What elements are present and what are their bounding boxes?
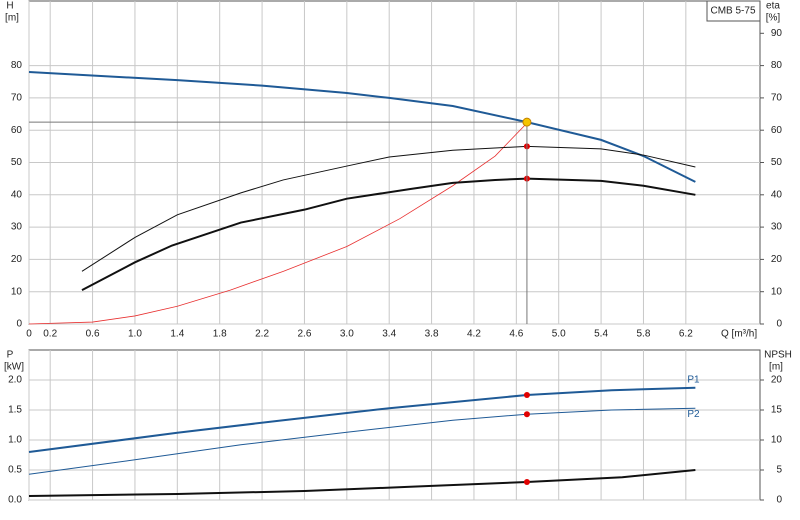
y2-axis-label: NPSH bbox=[764, 350, 792, 361]
y-tick-label: 0.5 bbox=[8, 465, 22, 476]
y-tick-label: 1.5 bbox=[8, 405, 22, 416]
x-tick-label: 2.6 bbox=[297, 329, 311, 340]
curve bbox=[28, 386, 696, 453]
y2-tick-label: 15 bbox=[771, 405, 783, 416]
curve-label: P1 bbox=[687, 374, 700, 385]
curve bbox=[81, 177, 696, 291]
y2-tick-label: 70 bbox=[771, 93, 783, 104]
y2-tick-label: 60 bbox=[771, 125, 783, 136]
x-tick-label: 0.6 bbox=[86, 329, 100, 340]
x-tick-label: 6.2 bbox=[679, 329, 693, 340]
operating-point bbox=[522, 117, 532, 127]
y-tick-label: 20 bbox=[11, 254, 23, 265]
y2-axis-unit: [m] bbox=[769, 362, 783, 373]
y2-tick-label: 50 bbox=[771, 157, 783, 168]
x-tick-label: 1.8 bbox=[213, 329, 227, 340]
x-tick-label: 3.4 bbox=[382, 329, 396, 340]
x-tick-label: 2.2 bbox=[255, 329, 269, 340]
x-tick-label: 5.4 bbox=[594, 329, 608, 340]
x-tick-label: 5.8 bbox=[637, 329, 651, 340]
y2-tick-label: 40 bbox=[771, 189, 783, 200]
y2-tick-label: 5 bbox=[776, 465, 782, 476]
y-axis-label: P bbox=[7, 350, 14, 361]
y-tick-label: 30 bbox=[11, 222, 23, 233]
duty-point bbox=[523, 411, 530, 418]
y2-tick-label: 90 bbox=[771, 28, 783, 39]
curve bbox=[28, 407, 696, 475]
y2-tick-label: 20 bbox=[771, 254, 783, 265]
x-tick-label: 3.8 bbox=[425, 329, 439, 340]
curve bbox=[81, 145, 696, 272]
duty-point bbox=[523, 392, 530, 398]
curve-label: P2 bbox=[687, 409, 700, 420]
y2-axis-unit: [%] bbox=[766, 13, 781, 24]
y2-tick-label: 0 bbox=[776, 495, 782, 506]
y-tick-label: 80 bbox=[11, 60, 23, 71]
y-axis-label: H bbox=[6, 1, 13, 12]
model-label: CMB 5-75 bbox=[710, 6, 755, 17]
y2-tick-label: 80 bbox=[771, 60, 783, 71]
x-tick-label: 4.2 bbox=[467, 329, 481, 340]
y-tick-label: 0 bbox=[16, 319, 22, 330]
curve bbox=[28, 469, 696, 497]
y2-axis-label: eta bbox=[766, 1, 780, 12]
x-tick-label: 4.6 bbox=[509, 329, 523, 340]
curve bbox=[28, 122, 528, 325]
y-tick-label: 60 bbox=[11, 125, 23, 136]
curve bbox=[28, 71, 696, 183]
x-tick-label: 0 bbox=[26, 329, 32, 340]
x-tick-label: 5.0 bbox=[552, 329, 566, 340]
x-tick-label: 3.0 bbox=[340, 329, 354, 340]
y2-tick-label: 10 bbox=[771, 286, 783, 297]
y-tick-label: 1.0 bbox=[8, 435, 22, 446]
y-tick-label: 10 bbox=[11, 286, 23, 297]
y-tick-label: 0.0 bbox=[8, 495, 22, 506]
y-tick-label: 40 bbox=[11, 189, 23, 200]
y-axis-unit: [kW] bbox=[4, 362, 24, 373]
y2-tick-label: 30 bbox=[771, 222, 783, 233]
model-box bbox=[706, 0, 761, 22]
duty-point bbox=[523, 479, 530, 485]
y-tick-label: 70 bbox=[11, 93, 23, 104]
y-tick-label: 50 bbox=[11, 157, 23, 168]
y2-tick-label: 20 bbox=[771, 375, 783, 386]
x-tick-label: 1.0 bbox=[128, 329, 142, 340]
y2-tick-label: 0 bbox=[776, 319, 782, 330]
bottom-plot-frame bbox=[28, 349, 761, 501]
y-tick-label: 2.0 bbox=[8, 375, 22, 386]
x-tick-label: 0.2 bbox=[43, 329, 57, 340]
x-tick-label: 1.4 bbox=[170, 329, 184, 340]
y-axis-unit: [m] bbox=[5, 13, 19, 24]
y2-tick-label: 10 bbox=[771, 435, 783, 446]
x-axis-label: Q [m³/h] bbox=[721, 329, 757, 340]
